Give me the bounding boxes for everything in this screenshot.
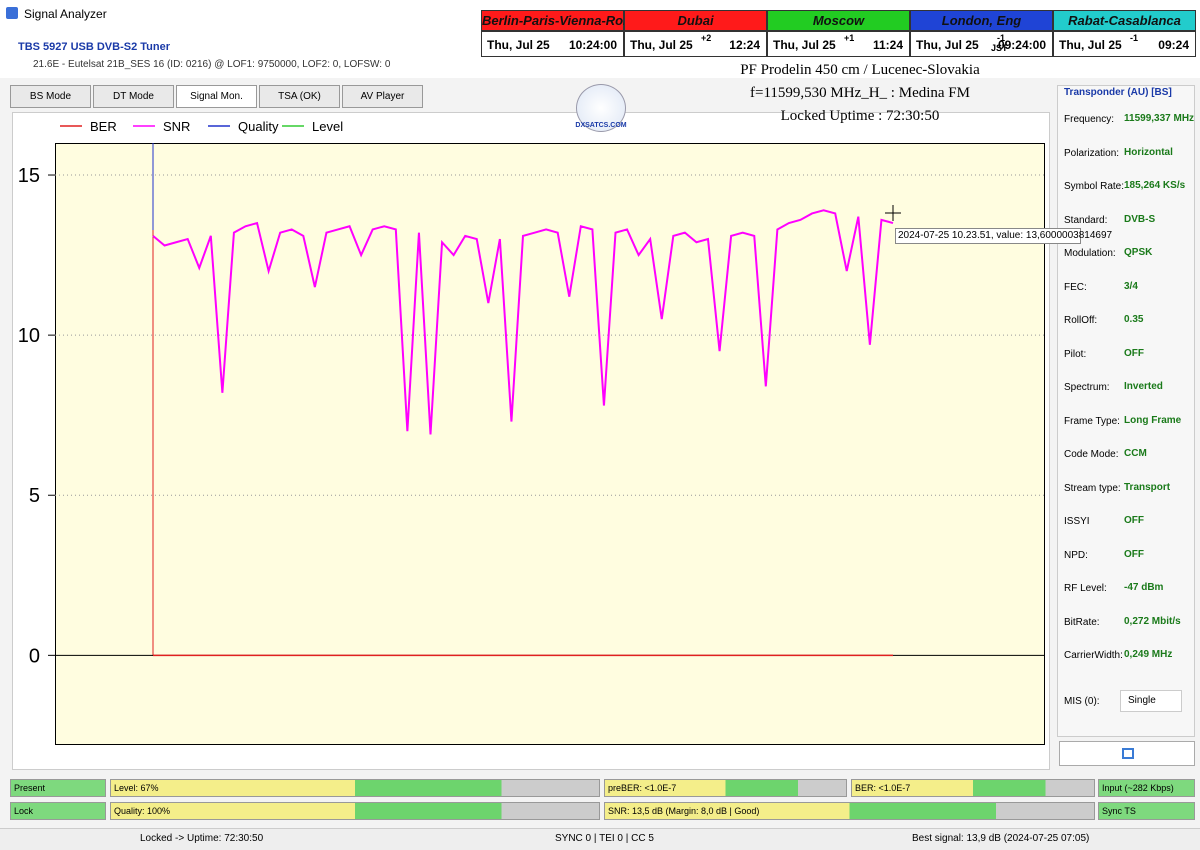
- field-value: 0,249 MHz: [1124, 649, 1173, 660]
- clock-zone: JST: [991, 43, 1008, 53]
- clock-date: Thu, Jul 25: [773, 38, 836, 52]
- app-icon: [6, 7, 18, 19]
- field-label: Polarization:: [1064, 147, 1120, 159]
- status-cell: preBER: <1.0E-7: [604, 779, 847, 797]
- field-label: Symbol Rate:: [1064, 181, 1125, 192]
- field-label: ISSYI: [1064, 516, 1090, 527]
- footer-text: Locked -> Uptime: 72:30:50: [140, 833, 264, 844]
- tuner-info: 21.6E - Eutelsat 21B_SES 16 (ID: 0216) @…: [33, 59, 391, 70]
- clock-cell: Thu, Jul 25 +1 11:24: [767, 31, 910, 57]
- field-value: Inverted: [1124, 381, 1163, 392]
- field-label: MIS (0):: [1064, 696, 1100, 707]
- clock-cell: Thu, Jul 25 10:24:00: [481, 31, 624, 57]
- panel-button[interactable]: [1059, 741, 1195, 766]
- transponder-panel: [1057, 85, 1195, 737]
- status-cell: Input (~282 Kbps): [1098, 779, 1195, 797]
- field-value: DVB-S: [1124, 213, 1156, 225]
- clock-cell: Thu, Jul 25 -1 09:24: [1053, 31, 1196, 57]
- clock-city: Dubai: [624, 10, 767, 31]
- field-label: BitRate:: [1064, 616, 1100, 628]
- clock-date: Thu, Jul 25: [1059, 38, 1122, 52]
- clock-city: Moscow: [767, 10, 910, 31]
- field-value: -47 dBm: [1124, 582, 1164, 593]
- logo: [576, 84, 626, 132]
- field-label: Modulation:: [1064, 248, 1116, 259]
- clock-time: 10:24:00: [568, 38, 617, 52]
- overlay-text: f=11599,530 MHz_H_ : Medina FM: [750, 85, 970, 101]
- clock-cell: Thu, Jul 25 -1 JST 09:24:00: [910, 31, 1053, 57]
- tab[interactable]: TSA (OK): [259, 85, 340, 108]
- button-icon: [1122, 748, 1134, 759]
- clock-offset: +1: [844, 33, 855, 43]
- field-label: Code Mode:: [1064, 449, 1119, 460]
- clock-time: 09:24:00: [997, 38, 1046, 52]
- clock-time: 11:24: [872, 38, 903, 52]
- field-value: OFF: [1124, 548, 1144, 560]
- field-label: Spectrum:: [1064, 382, 1110, 393]
- tab[interactable]: DT Mode: [93, 85, 174, 108]
- field-value: 11599,337 MHz: [1124, 113, 1195, 124]
- clock-time: 09:24: [1158, 38, 1189, 52]
- clock-time: 12:24: [729, 38, 760, 52]
- clock-city: London, Eng: [910, 10, 1053, 31]
- tab[interactable]: BS Mode: [10, 85, 91, 108]
- field-value: Horizontal: [1124, 146, 1173, 158]
- field-label: RF Level:: [1064, 583, 1107, 594]
- clock-offset: -1: [997, 33, 1006, 43]
- clock-offset: -1: [1130, 33, 1139, 43]
- clock-date: Thu, Jul 25: [630, 38, 693, 52]
- field-label: Stream type:: [1064, 482, 1121, 494]
- status-cell: Quality: 100%: [110, 802, 600, 820]
- tooltip: 2024-07-25 10.23.51, value: 13,600000381…: [895, 228, 1112, 244]
- status-cell: Sync TS: [1098, 802, 1195, 820]
- field-value: OFF: [1124, 515, 1144, 526]
- clock-date: Thu, Jul 25: [916, 38, 979, 52]
- field-value: 185,264 KS/s: [1124, 180, 1186, 191]
- field-label: Standard:: [1064, 214, 1108, 226]
- field-label: Frame Type:: [1064, 415, 1120, 427]
- field-label: CarrierWidth:: [1064, 650, 1123, 661]
- field-value: QPSK: [1124, 247, 1153, 258]
- status-cell: SNR: 13,5 dB (Margin: 8,0 dB | Good): [604, 802, 1095, 820]
- tab[interactable]: Signal Mon.: [176, 85, 257, 108]
- clock-city: Berlin-Paris-Vienna-Roma: [481, 10, 642, 31]
- field-label: Pilot:: [1064, 348, 1087, 360]
- footer-bar: [0, 828, 1200, 850]
- clock-city: Rabat-Casablanca: [1053, 10, 1196, 31]
- panel-title: Transponder (AU) [BS]: [1064, 87, 1172, 98]
- overlay-text: PF Prodelin 450 cm / Lucenec-Slovakia: [740, 62, 980, 78]
- field-value: 3/4: [1124, 280, 1138, 292]
- status-cell: Lock: [10, 802, 106, 820]
- field-value: Transport: [1124, 481, 1171, 493]
- field-value: 0,272 Mbit/s: [1124, 615, 1181, 627]
- status-cell: Level: 67%: [110, 779, 600, 797]
- field-value: Long Frame: [1124, 414, 1182, 426]
- field-value: 0.35: [1124, 314, 1144, 325]
- clock-cell: Thu, Jul 25 +2 12:24: [624, 31, 767, 57]
- clock-date: Thu, Jul 25: [487, 38, 550, 52]
- logo-text: DXSATCS.COM: [575, 122, 627, 129]
- field-label: FEC:: [1064, 281, 1087, 293]
- clock-offset: +2: [701, 33, 712, 43]
- tab[interactable]: AV Player: [342, 85, 423, 108]
- mis-select[interactable]: Single: [1120, 690, 1182, 712]
- field-value: CCM: [1124, 448, 1147, 459]
- status-cell: BER: <1.0E-7: [851, 779, 1095, 797]
- field-label: NPD:: [1064, 549, 1088, 561]
- status-cell: Present: [10, 779, 106, 797]
- field-value: OFF: [1124, 347, 1144, 359]
- footer-text: Best signal: 13,9 dB (2024-07-25 07:05): [912, 833, 1090, 844]
- field-label: Frequency:: [1064, 114, 1115, 125]
- tuner-name: TBS 5927 USB DVB-S2 Tuner: [18, 41, 171, 53]
- field-label: RollOff:: [1064, 315, 1098, 326]
- window-title: Signal Analyzer: [24, 7, 107, 21]
- footer-text: SYNC 0 | TEI 0 | CC 5: [555, 833, 654, 844]
- overlay-text: Locked Uptime : 72:30:50: [780, 108, 940, 124]
